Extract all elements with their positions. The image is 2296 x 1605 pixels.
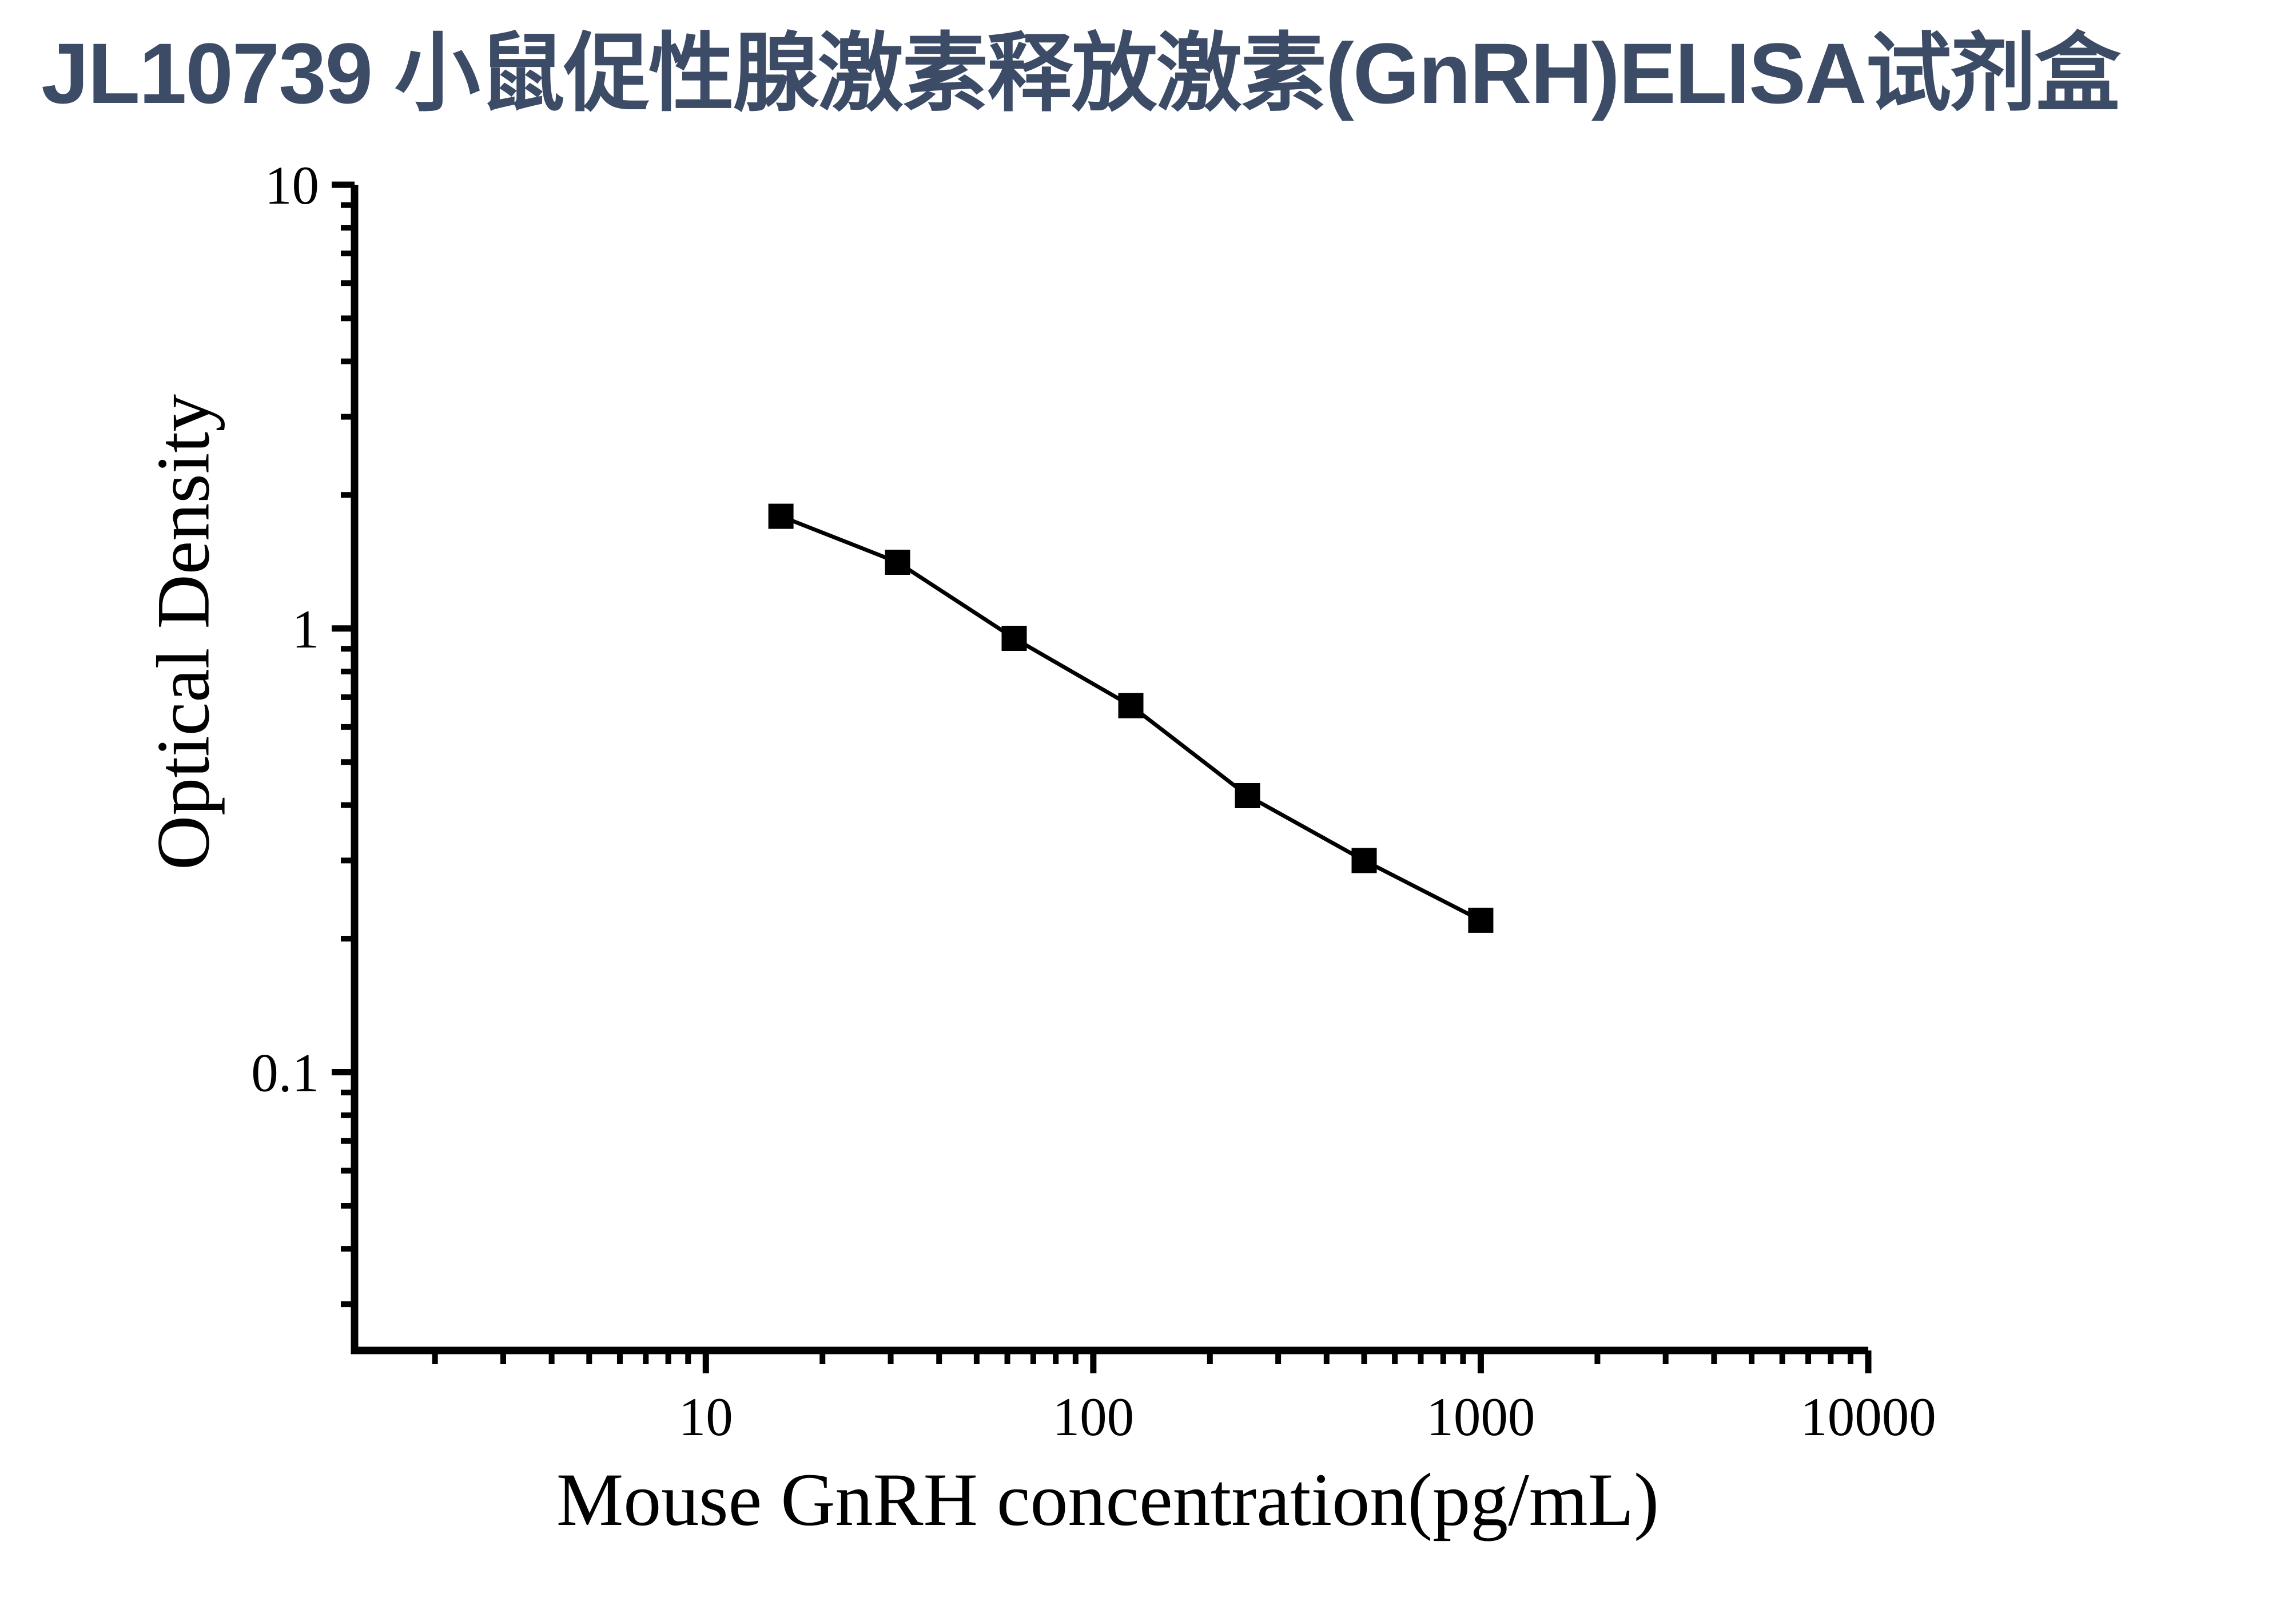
x-tick-label: 10000 [1800,1387,1936,1447]
page-title: JL10739 小鼠促性腺激素释放激素(GnRH)ELISA试剂盒 [41,25,2120,121]
data-point-marker [1468,907,1494,933]
x-tick-label: 10 [679,1387,733,1447]
data-point-marker [1118,693,1144,718]
data-point-marker [885,550,910,575]
data-point-marker [768,503,794,529]
data-point-marker [1351,848,1377,873]
x-tick-label: 100 [1053,1387,1135,1447]
y-tick-label: 10 [265,155,319,216]
y-axis-title: Optical Density [141,394,225,871]
data-point-marker [1001,626,1027,651]
x-axis-title: Mouse GnRH concentration(pg/mL) [556,1457,1660,1542]
plot-axes [351,185,1868,1354]
data-point-marker [1235,783,1260,808]
y-tick-label: 0.1 [251,1043,319,1103]
y-tick-label: 1 [292,599,320,660]
x-tick-label: 1000 [1426,1387,1535,1447]
